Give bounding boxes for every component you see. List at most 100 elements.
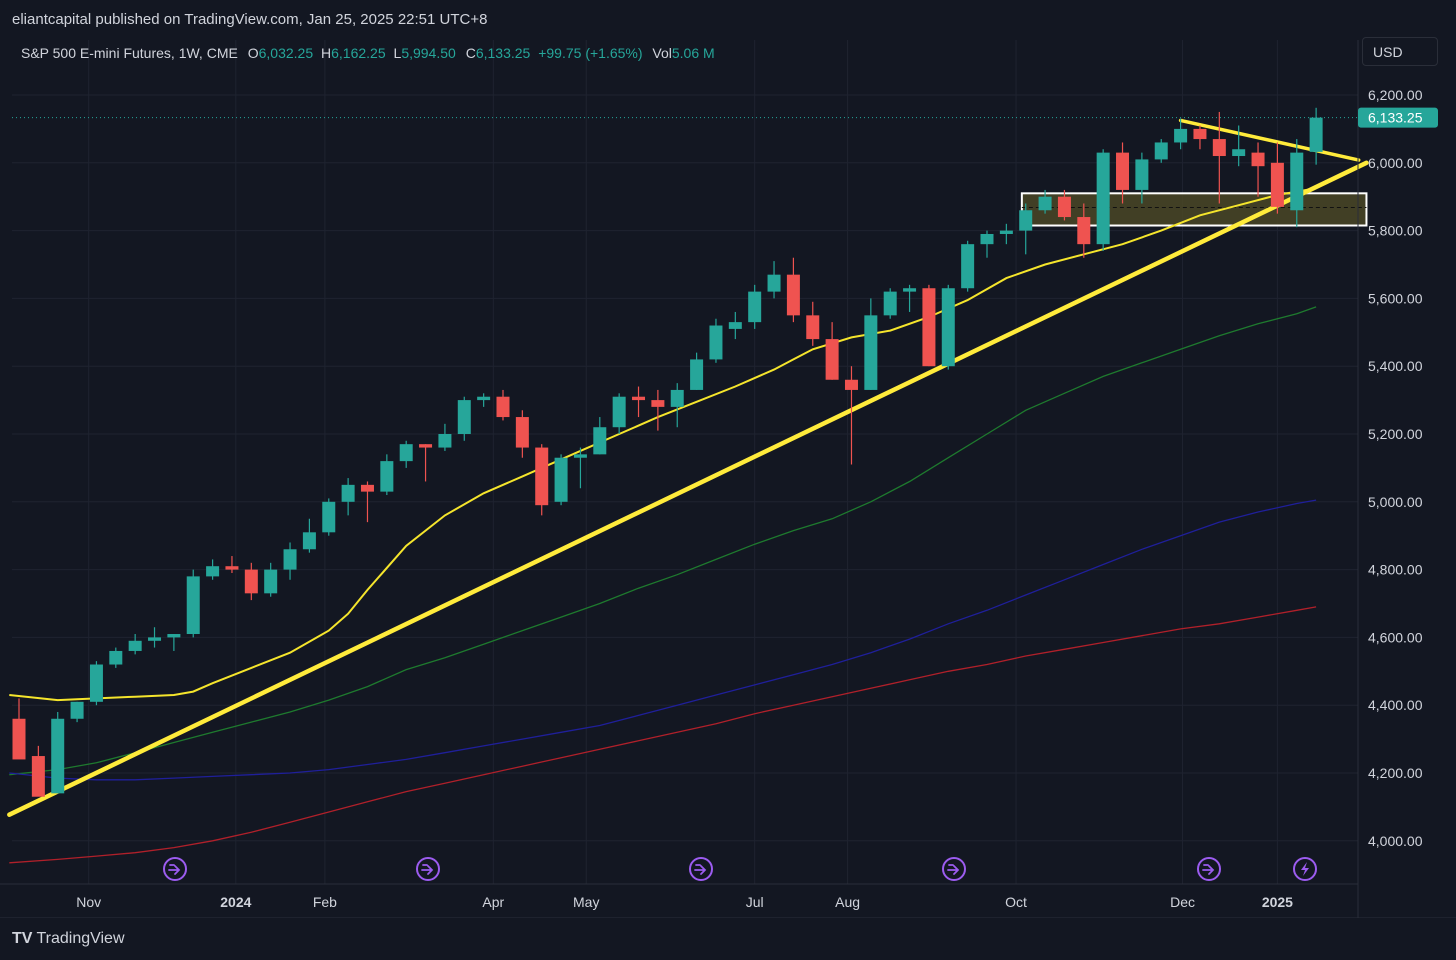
trend-arrow-icon[interactable] xyxy=(689,857,713,881)
candle-down xyxy=(244,562,258,601)
high-value: 6,162.25 xyxy=(331,45,386,61)
y-tick-label: 5,600.00 xyxy=(1368,290,1423,306)
y-tick-label: 4,600.00 xyxy=(1368,629,1423,645)
lightning-glyph xyxy=(1301,862,1309,876)
candle-down xyxy=(1116,142,1130,204)
y-tick-label: 6,000.00 xyxy=(1368,155,1423,171)
candle-down xyxy=(651,389,665,431)
moving-average-green xyxy=(9,306,1317,776)
trend-arrow-icon[interactable] xyxy=(942,857,966,881)
candle-down xyxy=(515,410,529,458)
x-tick-label: Jul xyxy=(746,894,764,910)
candle-body xyxy=(89,664,103,702)
candle-down xyxy=(806,301,820,346)
candle-body xyxy=(360,484,374,492)
candle-body xyxy=(264,569,278,594)
chart-grid xyxy=(12,40,1358,884)
top-bar: eliantcapital published on TradingView.c… xyxy=(0,0,1456,40)
candle-body xyxy=(1116,152,1130,190)
last-price-tag-label: 6,133.25 xyxy=(1368,110,1423,126)
candle-up xyxy=(1174,118,1188,150)
x-tick-label: Dec xyxy=(1170,894,1195,910)
y-tick-label: 4,000.00 xyxy=(1368,833,1423,849)
candle-down xyxy=(535,444,549,516)
trend-arrow-icon[interactable] xyxy=(416,857,440,881)
candle-body xyxy=(961,244,975,289)
candle-body xyxy=(109,650,123,665)
moving-average-red xyxy=(9,606,1317,864)
candle-up xyxy=(999,223,1013,245)
lightning-icon[interactable] xyxy=(1293,857,1317,881)
arrow-glyph xyxy=(168,864,181,875)
symbol-name[interactable]: S&P 500 E-mini Futures, 1W, CME xyxy=(21,45,238,61)
candle-body xyxy=(1135,159,1149,190)
candle-down xyxy=(922,284,936,367)
candle-up xyxy=(767,261,781,299)
trendlines xyxy=(7,118,1369,817)
candle-up xyxy=(1232,125,1246,167)
brand-name: TradingView xyxy=(36,930,125,947)
trend-arrow-icon-ring xyxy=(689,857,713,881)
candle-down xyxy=(31,745,45,797)
trend-arrow-icon-ring xyxy=(942,857,966,881)
currency-button[interactable]: USD xyxy=(1362,37,1438,66)
candle-body xyxy=(12,718,26,760)
y-tick-label: 4,400.00 xyxy=(1368,697,1423,713)
candle-body xyxy=(864,315,878,390)
candle-body xyxy=(999,230,1013,234)
volume-label: Vol xyxy=(652,45,672,61)
tradingview-logo[interactable]: TV TradingView xyxy=(12,930,125,948)
candle-down xyxy=(496,389,510,421)
trend-arrow-icon[interactable] xyxy=(1197,857,1221,881)
candle-body xyxy=(903,288,917,292)
candle-body xyxy=(825,339,839,380)
candle-up xyxy=(322,498,336,536)
candle-body xyxy=(1212,139,1226,157)
candle-body xyxy=(225,566,239,570)
candle-body xyxy=(419,444,433,448)
candle-body xyxy=(612,396,626,428)
candle-body xyxy=(167,634,181,638)
candle-up xyxy=(283,542,297,580)
candle-up xyxy=(1038,189,1052,214)
candle-body xyxy=(709,325,723,360)
candle-body xyxy=(51,718,65,794)
trend-arrow-icon[interactable] xyxy=(163,857,187,881)
consolidation-zone xyxy=(1020,192,1368,227)
candle-up xyxy=(70,701,84,723)
candle-body xyxy=(554,457,568,502)
candle-body xyxy=(1057,196,1071,218)
candle-down xyxy=(225,556,239,573)
candle-up xyxy=(573,447,587,489)
candle-body xyxy=(670,389,684,407)
candle-up xyxy=(670,383,684,428)
change-value: +99.75 (+1.65%) xyxy=(538,45,643,61)
candle-up xyxy=(1154,139,1168,163)
candle-up xyxy=(612,393,626,434)
candle-body xyxy=(186,576,200,635)
low-label: L xyxy=(393,45,402,61)
moving-averages xyxy=(9,187,1317,864)
candle-body xyxy=(980,233,994,245)
candle-body xyxy=(1019,210,1033,231)
volume-value: 5.06 M xyxy=(671,45,715,61)
candle-body xyxy=(786,274,800,316)
candle-body xyxy=(341,484,355,502)
candle-body xyxy=(399,444,413,462)
candle-down xyxy=(1077,203,1091,258)
candle-up xyxy=(438,423,452,451)
arrow-glyph xyxy=(947,864,960,875)
candle-body xyxy=(1193,128,1207,140)
candle-body xyxy=(496,396,510,418)
candle-up xyxy=(264,562,278,597)
event-icons[interactable] xyxy=(163,857,1317,881)
candle-up xyxy=(128,634,142,655)
publisher-line: eliantcapital published on TradingView.c… xyxy=(12,11,488,28)
candle-body xyxy=(883,291,897,316)
open-label: O xyxy=(247,45,259,61)
trend-arrow-icon-ring xyxy=(416,857,440,881)
x-tick-label: 2025 xyxy=(1262,894,1293,910)
candle-body xyxy=(941,288,955,367)
candle-body xyxy=(1154,142,1168,160)
